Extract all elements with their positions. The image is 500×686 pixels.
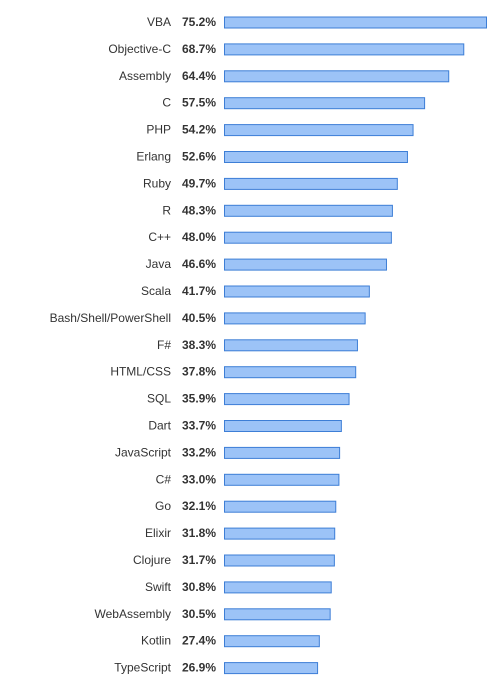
value-label-objective-c: 68.7% [182, 42, 216, 56]
category-label-sql: SQL [147, 392, 171, 406]
category-label-go: Go [155, 499, 171, 513]
category-label-webassembly: WebAssembly [95, 607, 171, 621]
bar-objective-c [224, 43, 465, 56]
value-label-clojure: 31.7% [182, 553, 216, 567]
value-label-fsharp: 38.3% [182, 338, 216, 352]
category-label-r: R [162, 203, 171, 217]
bar-csharp [224, 473, 340, 486]
value-label-assembly: 64.4% [182, 69, 216, 83]
value-label-webassembly: 30.5% [182, 607, 216, 621]
category-label-javascript: JavaScript [115, 445, 172, 459]
category-label-cplusplus: C++ [148, 230, 171, 244]
bar-r [224, 204, 393, 217]
bar-webassembly [224, 608, 331, 621]
bar-php [224, 124, 414, 137]
category-label-ruby: Ruby [143, 176, 171, 190]
bar-html-css [224, 366, 357, 379]
bar-javascript [224, 446, 341, 459]
category-label-erlang: Erlang [136, 150, 171, 164]
value-label-javascript: 33.2% [182, 445, 216, 459]
bar-c [224, 97, 426, 110]
value-label-cplusplus: 48.0% [182, 230, 216, 244]
bar-dart [224, 420, 342, 432]
category-label-html-css: HTML/CSS [110, 365, 171, 379]
category-label-fsharp: F# [157, 338, 171, 352]
category-label-swift: Swift [145, 580, 172, 594]
category-label-dart: Dart [148, 419, 171, 433]
bar-java [224, 258, 387, 271]
bar-scala [224, 285, 370, 298]
value-label-csharp: 33.0% [182, 472, 216, 486]
value-label-scala: 41.7% [182, 284, 216, 298]
bar-go [224, 500, 337, 513]
value-label-typescript: 26.9% [182, 661, 216, 675]
bar-swift [224, 581, 332, 594]
category-label-elixir: Elixir [145, 526, 171, 540]
category-label-java: Java [146, 257, 172, 271]
value-label-ruby: 49.7% [182, 176, 216, 190]
category-label-c: C [162, 96, 171, 110]
bar-vba [224, 16, 487, 29]
category-label-typescript: TypeScript [114, 661, 171, 675]
category-label-php: PHP [146, 123, 171, 137]
value-label-go: 32.1% [182, 499, 216, 513]
bar-sql [224, 393, 350, 406]
value-label-elixir: 31.8% [182, 526, 216, 540]
category-label-scala: Scala [141, 284, 171, 298]
value-label-r: 48.3% [182, 203, 216, 217]
bar-clojure [224, 554, 335, 567]
category-label-vba: VBA [147, 15, 171, 29]
value-label-c: 57.5% [182, 96, 216, 110]
value-label-sql: 35.9% [182, 392, 216, 406]
category-label-csharp: C# [156, 472, 172, 486]
bar-kotlin [224, 635, 320, 648]
value-label-kotlin: 27.4% [182, 634, 216, 648]
value-label-dart: 33.7% [182, 419, 216, 433]
category-label-kotlin: Kotlin [141, 634, 171, 648]
category-label-objective-c: Objective-C [108, 42, 171, 56]
bar-bash-shell-powershell [224, 312, 366, 325]
value-label-erlang: 52.6% [182, 150, 216, 164]
category-label-bash-shell-powershell: Bash/Shell/PowerShell [50, 311, 171, 325]
bar-erlang [224, 151, 408, 163]
value-label-html-css: 37.8% [182, 365, 216, 379]
bar-ruby [224, 177, 398, 190]
value-label-java: 46.6% [182, 257, 216, 271]
value-label-vba: 75.2% [182, 15, 216, 29]
value-label-php: 54.2% [182, 123, 216, 137]
value-label-swift: 30.8% [182, 580, 216, 594]
bar-typescript [224, 662, 319, 675]
category-label-clojure: Clojure [133, 553, 171, 567]
bar-cplusplus [224, 231, 392, 244]
bar-assembly [224, 70, 450, 83]
bar-elixir [224, 527, 336, 540]
value-label-bash-shell-powershell: 40.5% [182, 311, 216, 325]
bar-fsharp [224, 339, 358, 352]
category-label-assembly: Assembly [119, 69, 171, 83]
